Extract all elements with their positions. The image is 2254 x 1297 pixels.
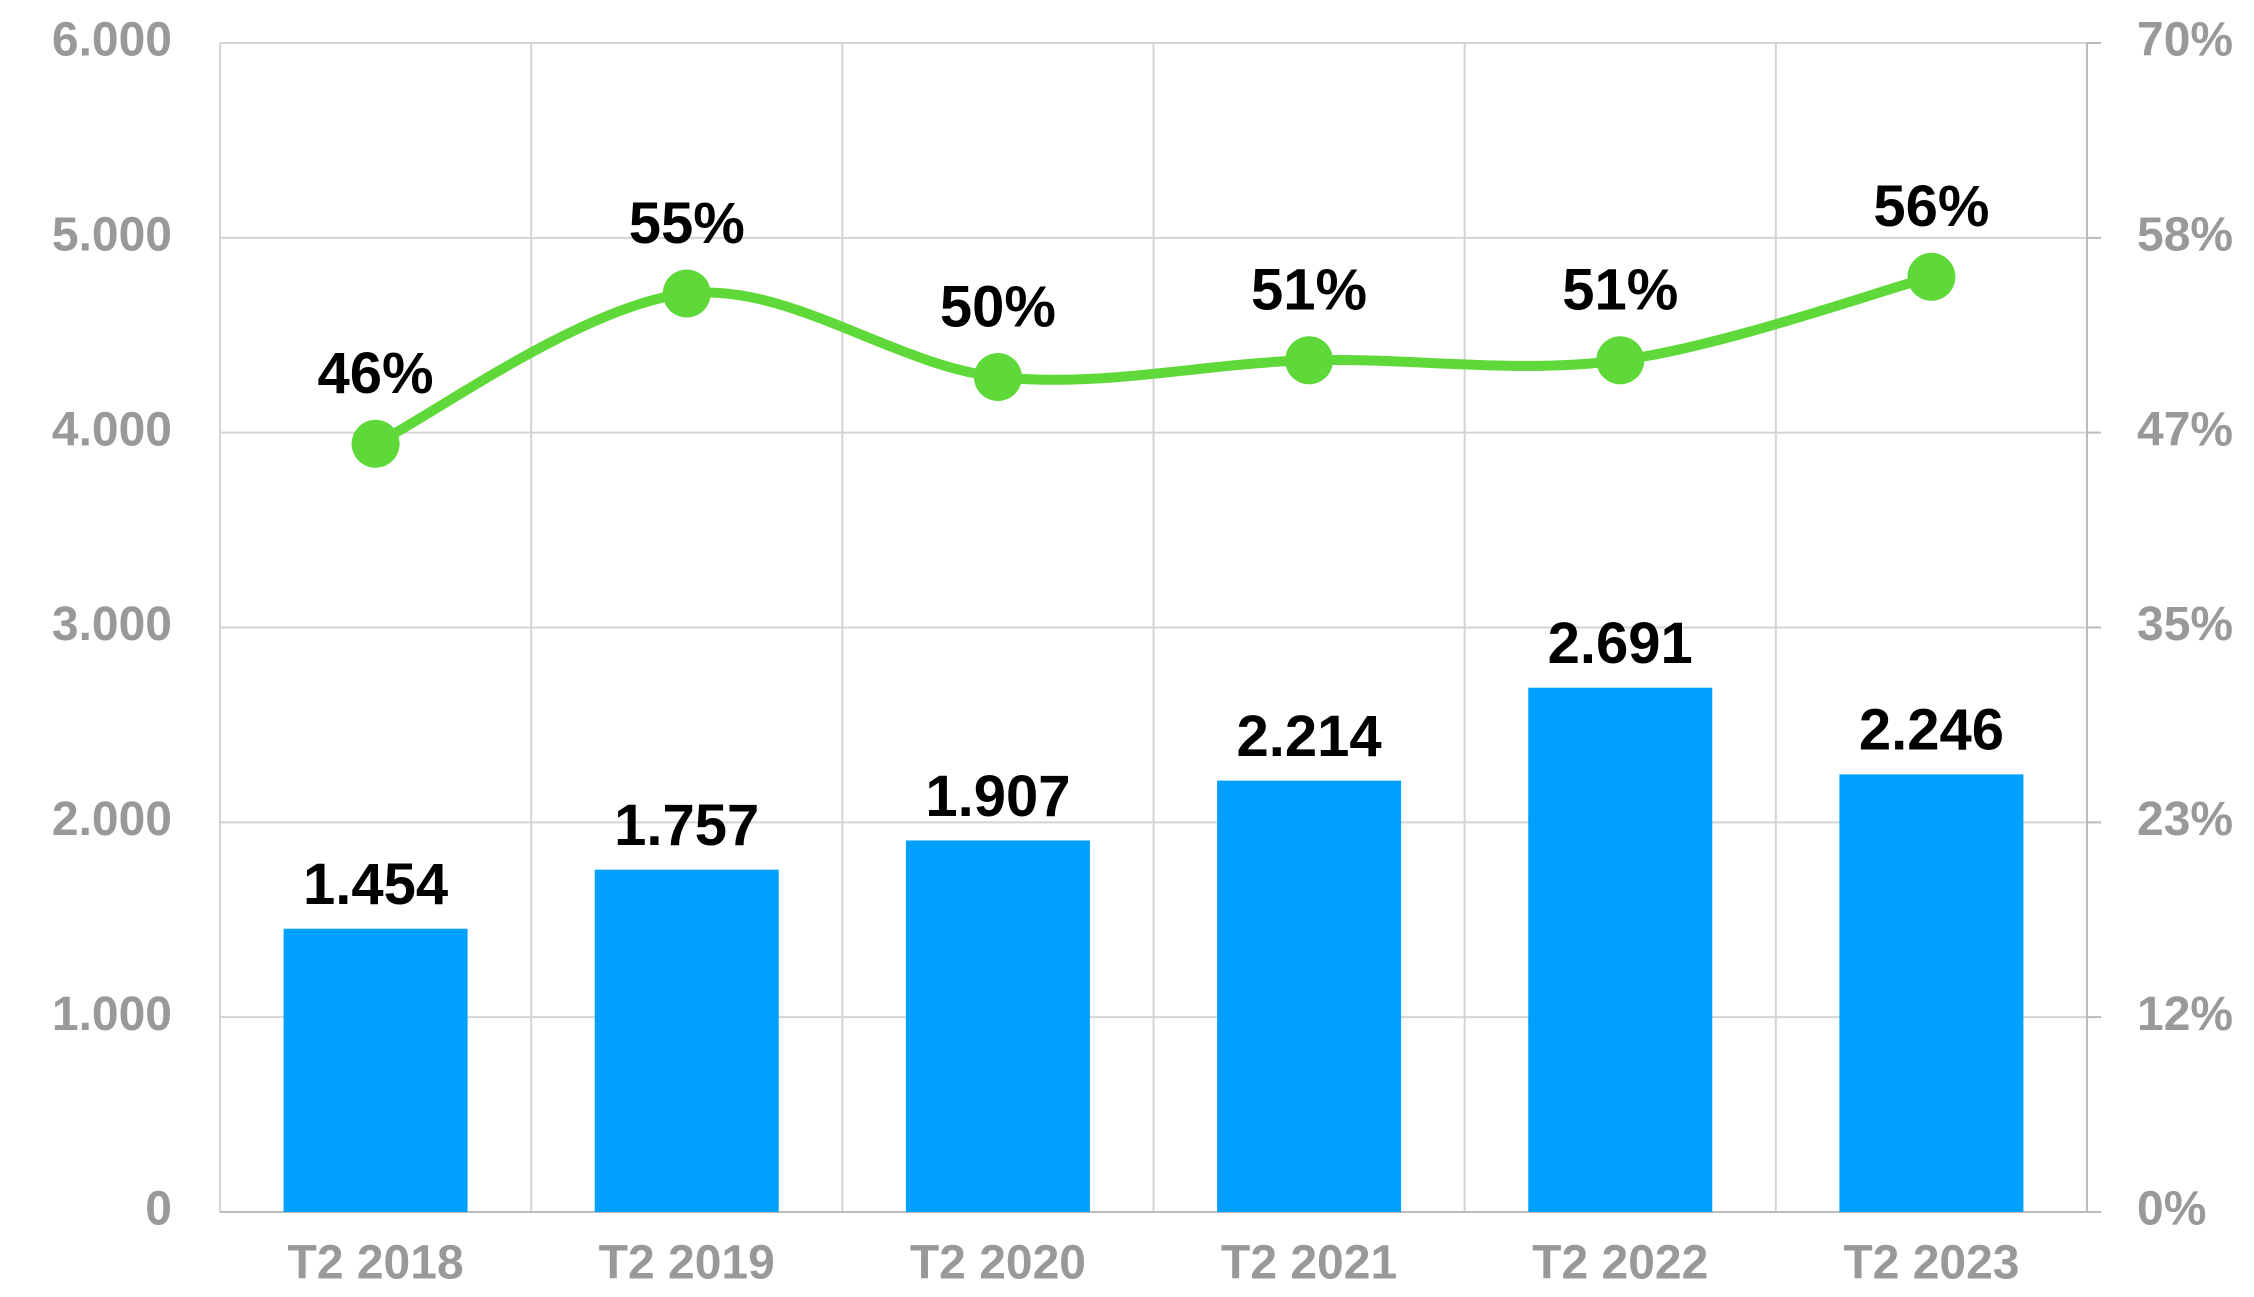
bar [1217, 780, 1402, 1212]
y2-tick-label: 12% [2137, 988, 2233, 1041]
y2-tick-label: 0% [2137, 1183, 2206, 1236]
x-tick-label: T2 2018 [288, 1237, 464, 1290]
line-value-label: 55% [629, 191, 745, 256]
line-value-label: 56% [1873, 174, 1989, 239]
bar [1839, 774, 2024, 1212]
y2-tick-label: 70% [2137, 14, 2233, 67]
y-tick-label: 6.000 [52, 14, 172, 67]
line-point [973, 353, 1022, 401]
x-tick-label: T2 2023 [1843, 1237, 2019, 1290]
bar-value-label: 2.246 [1859, 698, 2004, 763]
y-tick-label: 5.000 [52, 209, 172, 262]
line-point [1907, 252, 1956, 301]
line-value-label: 50% [940, 274, 1056, 339]
y2-tick-label: 23% [2137, 793, 2233, 846]
bar-value-label: 1.757 [614, 793, 759, 858]
line-point [1596, 336, 1645, 385]
y-tick-label: 0 [145, 1183, 172, 1236]
line-value-label: 46% [318, 341, 434, 406]
line-value-label: 51% [1251, 258, 1367, 323]
x-tick-label: T2 2021 [1221, 1237, 1397, 1290]
bar-value-label: 2.691 [1548, 611, 1693, 676]
x-tick-label: T2 2022 [1532, 1237, 1708, 1290]
y2-tick-label: 47% [2137, 403, 2233, 456]
y-tick-label: 2.000 [52, 793, 172, 846]
y-tick-label: 4.000 [52, 403, 172, 456]
y2-tick-label: 58% [2137, 209, 2233, 262]
line [370, 271, 1937, 449]
y2-tick-label: 35% [2137, 598, 2233, 651]
bar [905, 840, 1090, 1212]
bar [594, 869, 779, 1212]
bar-value-label: 1.454 [303, 852, 448, 917]
bar-value-label: 2.214 [1237, 704, 1382, 769]
line-point [1285, 336, 1334, 385]
bar [1528, 687, 1713, 1212]
bar-value-label: 1.907 [925, 764, 1070, 829]
y-tick-label: 1.000 [52, 988, 172, 1041]
line-point [351, 419, 400, 468]
line-point [662, 269, 711, 318]
x-tick-label: T2 2020 [910, 1237, 1086, 1290]
bar [283, 928, 468, 1212]
line-value-label: 51% [1562, 258, 1678, 323]
x-tick-label: T2 2019 [599, 1237, 775, 1290]
y-tick-label: 3.000 [52, 598, 172, 651]
